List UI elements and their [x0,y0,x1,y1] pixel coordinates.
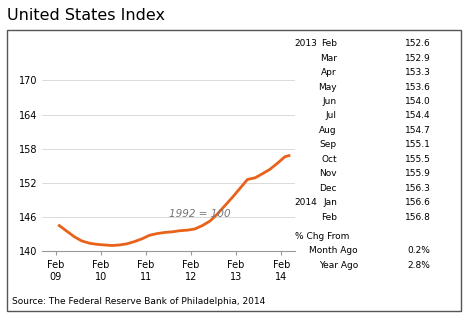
Text: 154.7: 154.7 [405,126,431,135]
Text: Jul: Jul [326,111,337,121]
Text: 155.5: 155.5 [405,155,431,164]
Text: 2.8%: 2.8% [408,261,431,270]
Text: 2014: 2014 [295,198,318,207]
Text: Source: The Federal Reserve Bank of Philadelphia, 2014: Source: The Federal Reserve Bank of Phil… [12,297,265,306]
Text: Apr: Apr [322,68,337,77]
Text: United States Index: United States Index [7,8,165,23]
Text: Mar: Mar [320,54,337,63]
Text: Aug: Aug [319,126,337,135]
Text: 152.6: 152.6 [405,39,431,48]
Text: Sep: Sep [320,140,337,149]
Text: % Chg From: % Chg From [295,232,349,241]
Text: Feb: Feb [321,39,337,48]
Text: 152.9: 152.9 [405,54,431,63]
Text: Feb: Feb [321,213,337,222]
Text: 0.2%: 0.2% [408,246,431,255]
Text: 156.6: 156.6 [405,198,431,207]
Text: 154.0: 154.0 [405,97,431,106]
Text: 156.3: 156.3 [405,184,431,193]
Text: 155.9: 155.9 [405,169,431,178]
Text: Year Ago: Year Ago [319,261,358,270]
Text: Jun: Jun [323,97,337,106]
Text: 1992 = 100: 1992 = 100 [169,209,231,219]
Text: Oct: Oct [322,155,337,164]
Text: May: May [318,83,337,92]
Text: 153.3: 153.3 [405,68,431,77]
Text: Nov: Nov [319,169,337,178]
Text: 155.1: 155.1 [405,140,431,149]
Text: 156.8: 156.8 [405,213,431,222]
Text: 154.4: 154.4 [405,111,431,121]
Text: 2013: 2013 [295,39,318,48]
Text: Dec: Dec [320,184,337,193]
Text: Jan: Jan [323,198,337,207]
Text: Month Ago: Month Ago [309,246,358,255]
Text: 153.6: 153.6 [405,83,431,92]
